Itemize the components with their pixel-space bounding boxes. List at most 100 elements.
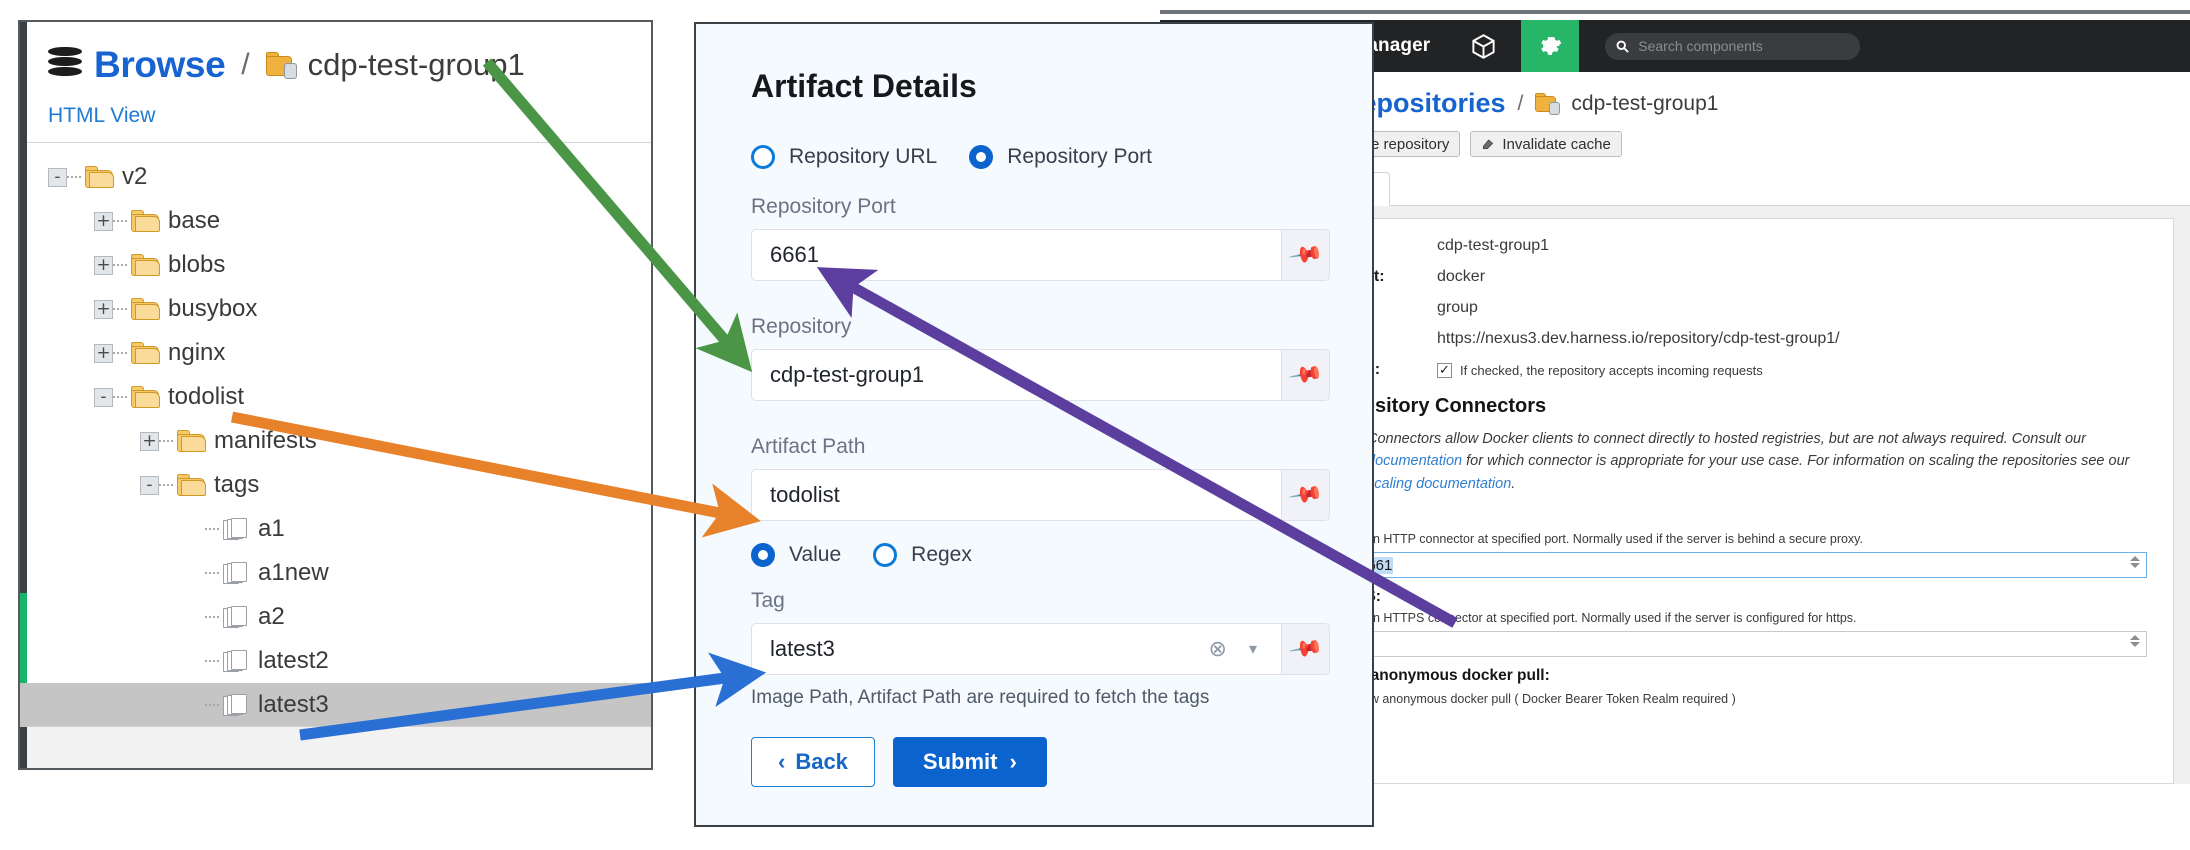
repository-value: cdp-test-group1 xyxy=(770,362,925,387)
tree-connector-line xyxy=(159,484,173,486)
radio-regex[interactable] xyxy=(873,543,898,567)
breadcrumb-separator: / xyxy=(241,48,250,81)
submit-button[interactable]: Submit › xyxy=(892,737,1047,787)
browse-header: Browse / cdp-test-group1 xyxy=(20,22,651,100)
radio-value[interactable] xyxy=(751,543,775,567)
tag-label: Tag xyxy=(751,589,785,612)
anonymous-pull-note: Allow anonymous docker pull ( Docker Bea… xyxy=(1349,691,1736,706)
artifact-path-input[interactable]: todolist xyxy=(751,469,1282,521)
expand-toggle-icon[interactable]: + xyxy=(94,343,113,363)
radio-repository-url-label[interactable]: Repository URL xyxy=(789,145,938,168)
panel-green-accent xyxy=(20,593,27,703)
tree-node-label: a1 xyxy=(258,515,285,542)
repository-field-wrap: cdp-test-group1 📌 xyxy=(751,349,1330,401)
expand-toggle-icon[interactable]: + xyxy=(94,211,113,231)
folder-icon xyxy=(177,473,206,497)
nexus-breadcrumb: Repositories / cdp-test-group1 xyxy=(1282,72,2190,119)
http-port-spinner[interactable] xyxy=(2130,556,2140,569)
http-label: HTTP: xyxy=(1325,509,2147,527)
folder-icon xyxy=(131,253,160,277)
radio-regex-label[interactable]: Regex xyxy=(911,543,972,566)
repository-tree: - v2 + base + blobs + busybox + nginx - todolist + ma… xyxy=(20,143,651,727)
tree-connector-line xyxy=(159,440,173,442)
https-connector-field xyxy=(1325,631,2147,658)
expand-toggle-icon[interactable]: + xyxy=(140,431,159,451)
http-connector-field: ✓ 6661 xyxy=(1325,552,2147,579)
tree-node-a1new[interactable]: a1new xyxy=(48,551,651,595)
folder-icon xyxy=(85,165,114,189)
expand-toggle-icon[interactable]: + xyxy=(94,255,113,275)
artifact-path-pin-button[interactable]: 📌 xyxy=(1282,469,1330,521)
tree-connector-line xyxy=(67,176,81,178)
tree-node-label: blobs xyxy=(168,251,226,278)
tree-node-label: tags xyxy=(214,471,260,498)
tree-node-blobs[interactable]: + blobs xyxy=(48,243,651,287)
invalidate-cache-button[interactable]: Invalidate cache xyxy=(1470,131,1622,157)
clear-circle-icon[interactable]: ⊗ xyxy=(1208,636,1227,661)
https-description: Create an HTTPS connector at specified p… xyxy=(1325,611,1857,626)
repository-input[interactable]: cdp-test-group1 xyxy=(751,349,1282,401)
chevron-right-icon: › xyxy=(1009,749,1017,774)
html-view-row: HTML View xyxy=(20,100,651,143)
tree-node-latest2[interactable]: latest2 xyxy=(48,639,651,683)
gear-icon[interactable] xyxy=(1521,20,1580,81)
tree-node-busybox[interactable]: + busybox xyxy=(48,287,651,331)
eraser-icon xyxy=(1483,139,1494,149)
scaling-documentation-link[interactable]: scaling documentation xyxy=(1367,475,1512,492)
radio-repository-url[interactable] xyxy=(751,145,775,169)
tag-input[interactable]: latest3 ⊗ ▾ xyxy=(751,623,1282,675)
online-checkbox[interactable]: ✓ xyxy=(1437,362,1452,378)
tree-node-tags[interactable]: - tags xyxy=(48,463,651,507)
tree-node-latest3[interactable]: latest3 xyxy=(20,683,651,727)
cube-icon[interactable] xyxy=(1470,33,1497,60)
search-input[interactable]: Search components xyxy=(1605,32,1861,60)
repository-pin-button[interactable]: 📌 xyxy=(1282,349,1330,401)
radio-value-label[interactable]: Value xyxy=(789,543,842,566)
tree-node-manifests[interactable]: + manifests xyxy=(48,419,651,463)
back-button[interactable]: ‹ Back xyxy=(751,737,875,787)
tree-node-base[interactable]: + base xyxy=(48,199,651,243)
property-value: cdp-test-group1 xyxy=(1437,237,1550,254)
artifact-path-label: Artifact Path xyxy=(751,435,866,458)
collapse-toggle-icon[interactable]: - xyxy=(48,167,67,187)
collapse-toggle-icon[interactable]: - xyxy=(140,475,159,495)
radio-repository-port-label[interactable]: Repository Port xyxy=(1007,145,1152,168)
expand-toggle-icon[interactable]: + xyxy=(94,299,113,319)
browse-breadcrumb: cdp-test-group1 xyxy=(307,47,525,82)
repository-folder-icon xyxy=(1535,93,1561,115)
documents-icon xyxy=(223,605,250,630)
property-row-format: Format: docker xyxy=(1325,268,2147,286)
browse-title[interactable]: Browse xyxy=(94,44,226,85)
tree-node-todolist[interactable]: - todolist xyxy=(48,375,651,419)
collapse-toggle-icon[interactable]: - xyxy=(94,387,113,407)
panel-left-accent xyxy=(20,22,27,768)
http-port-input[interactable]: 6661 xyxy=(1349,552,2147,579)
tree-node-label: latest2 xyxy=(258,647,329,674)
radio-repository-port[interactable] xyxy=(969,145,994,169)
property-row-online: Online: ✓ If checked, the repository acc… xyxy=(1325,361,2147,379)
repository-connectors-description: Connectors allow Docker clients to conne… xyxy=(1367,428,2147,495)
tag-field-wrap: latest3 ⊗ ▾ 📌 xyxy=(751,623,1330,675)
repository-connectors-title: Repository Connectors xyxy=(1325,395,1547,417)
repository-port-pin-button[interactable]: 📌 xyxy=(1282,229,1330,281)
tree-node-v2[interactable]: - v2 xyxy=(48,155,651,199)
chevron-down-icon[interactable]: ▾ xyxy=(1248,641,1257,658)
tree-node-nginx[interactable]: + nginx xyxy=(48,331,651,375)
nexus-content: Repositories / cdp-test-group1 Delete re… xyxy=(1282,72,2190,795)
tree-node-label: v2 xyxy=(122,163,148,190)
html-view-link[interactable]: HTML View xyxy=(48,104,156,127)
back-button-label: Back xyxy=(795,749,848,774)
folder-icon xyxy=(131,209,160,233)
https-port-spinner[interactable] xyxy=(2130,635,2140,648)
tree-node-a1[interactable]: a1 xyxy=(48,507,651,551)
anonymous-pull-field: Allow anonymous docker pull ( Docker Bea… xyxy=(1325,691,2147,707)
artifact-path-field-wrap: todolist 📌 xyxy=(751,469,1330,521)
repository-port-input[interactable]: 6661 xyxy=(751,229,1282,281)
database-icon xyxy=(48,45,82,85)
https-port-input[interactable] xyxy=(1349,631,2147,658)
property-value: group xyxy=(1437,299,1478,316)
tree-node-a2[interactable]: a2 xyxy=(48,595,651,639)
documentation-link[interactable]: documentation xyxy=(1367,453,1463,470)
tag-pin-button[interactable]: 📌 xyxy=(1282,623,1330,675)
